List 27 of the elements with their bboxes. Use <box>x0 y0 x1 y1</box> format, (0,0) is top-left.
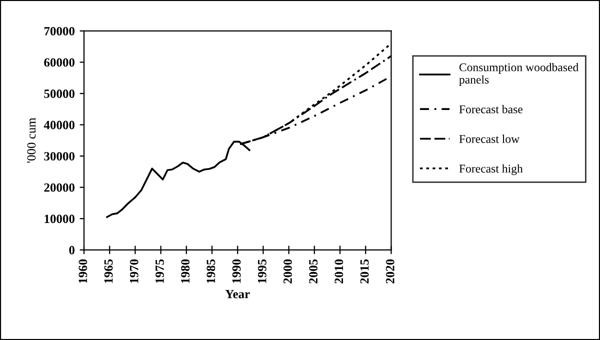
legend-label: Consumption woodbased panels <box>459 62 578 86</box>
x-tick-label: 1995 <box>258 259 266 283</box>
y-tick-label: 40000 <box>44 120 74 130</box>
y-tick-label: 50000 <box>44 90 74 98</box>
y-tick-label: 10000 <box>44 214 74 224</box>
x-tick-label: 2010 <box>334 259 344 284</box>
x-tick-label: 1980 <box>181 259 190 283</box>
y-tick-label: 30000 <box>44 152 74 161</box>
x-tick-label: 1970 <box>130 259 138 283</box>
x-tick-label: 2000 <box>283 259 292 284</box>
x-tick-label: 1975 <box>156 259 164 283</box>
y-axis-title: '000 cum <box>27 118 36 163</box>
y-tick-label: 60000 <box>44 58 74 67</box>
x-tick-label: 1960 <box>78 259 88 283</box>
x-tick-label: 2015 <box>360 259 369 284</box>
x-tick-label: 1965 <box>104 259 113 283</box>
x-tick-label: 2020 <box>386 259 394 284</box>
x-tick-label: 1985 <box>206 259 216 283</box>
legend-label: Forecast high <box>459 164 523 176</box>
legend-label: Forecast base <box>459 105 522 114</box>
y-tick-label: 20000 <box>44 183 74 192</box>
x-tick-label: 2005 <box>309 259 318 284</box>
x-tick-label: 1990 <box>232 259 241 283</box>
y-tick-label: 0 <box>69 246 74 254</box>
legend-label: Forecast low <box>459 134 520 143</box>
y-tick-label: 70000 <box>44 26 74 36</box>
x-axis-title: Year <box>225 290 250 298</box>
